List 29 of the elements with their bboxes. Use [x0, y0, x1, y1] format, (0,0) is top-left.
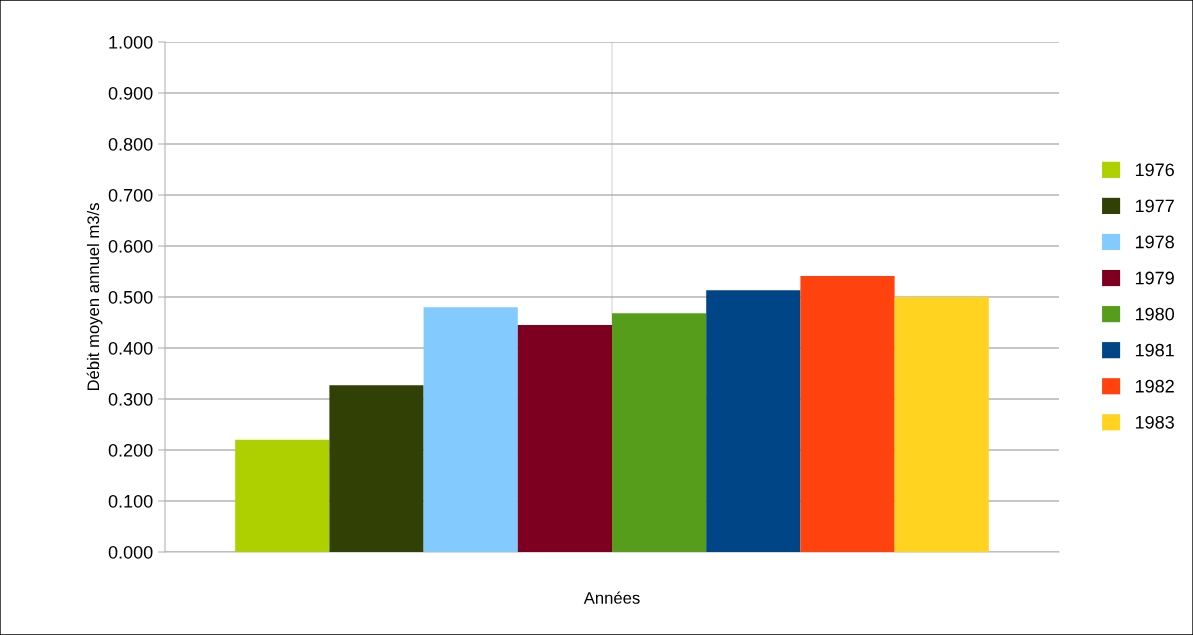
legend-label: 1979 — [1135, 271, 1174, 285]
bar — [706, 290, 801, 552]
y-tick-label: 0.300 — [108, 392, 153, 406]
y-tick-label: 0.100 — [108, 494, 153, 508]
y-tick-label: 0.600 — [108, 239, 153, 253]
y-tick-label: 0.500 — [108, 290, 153, 304]
bar — [235, 439, 330, 552]
bar — [329, 385, 424, 552]
y-tick-label: 0.900 — [108, 86, 153, 100]
legend-label: 1980 — [1135, 307, 1175, 321]
legend-label: 1978 — [1135, 235, 1174, 249]
bar — [894, 297, 989, 552]
legend-label: 1983 — [1135, 415, 1174, 429]
legend-label: 1982 — [1135, 379, 1174, 393]
y-tick-label: 0.800 — [108, 137, 153, 151]
bar — [800, 276, 895, 552]
legend-label: 1977 — [1135, 199, 1174, 213]
y-tick-label: 1.000 — [109, 35, 153, 49]
y-tick-label: 0.200 — [108, 443, 153, 457]
y-axis-title: Débit moyen annuel m3/s — [86, 203, 103, 391]
y-tick-label: 0.400 — [108, 341, 153, 355]
legend-label: 1981 — [1135, 343, 1174, 357]
x-axis-title: Années — [583, 591, 640, 604]
bar — [612, 313, 707, 552]
legend-label: 1976 — [1135, 163, 1174, 177]
y-tick-label: 0.000 — [108, 545, 153, 559]
bar — [517, 325, 612, 552]
y-tick-label: 0.700 — [108, 188, 153, 202]
bar — [423, 307, 518, 552]
